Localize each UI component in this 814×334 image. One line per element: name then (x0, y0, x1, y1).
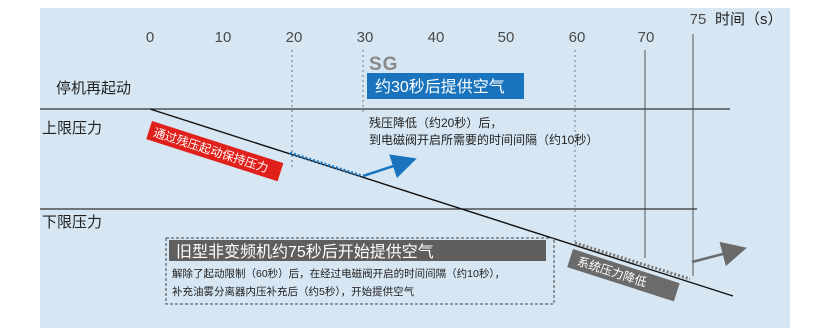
old-supply-arrow (691, 241, 747, 267)
sg-hold-segment (289, 151, 363, 178)
tick-10: 10 (215, 29, 232, 46)
tick-20: 20 (286, 29, 303, 46)
background-panel (40, 8, 790, 328)
tick-40: 40 (428, 29, 445, 46)
lower-pressure-label: 下限压力 (42, 214, 102, 231)
sg-note-line2: 到电磁阀开启所需要的时间间隔（约10秒） (369, 132, 598, 147)
time-unit-label: 时间（s） (715, 11, 783, 28)
tick-75: 75 (690, 11, 707, 28)
old-hold-segment (574, 241, 691, 281)
old-banner-bg (169, 240, 546, 261)
sg-banner-bg (367, 73, 524, 99)
sg-supply-arrow (362, 154, 417, 179)
old-note-line2: 补充油雾分离器内压补充后（约5秒），开始提供空气 (172, 285, 415, 298)
tick-50: 50 (498, 29, 515, 46)
sg-banner: 约30秒后提供空气 (375, 78, 505, 96)
pressure-decline-line (149, 108, 734, 297)
upper-pressure-label: 上限压力 (42, 120, 102, 137)
old-model-box (165, 237, 555, 305)
sg-note-line1: 残压降低（约20秒）后， (369, 115, 502, 130)
tick-70: 70 (638, 29, 655, 46)
tick-30: 30 (357, 29, 374, 46)
old-note-line1: 解除了起动限制（60秒）后，在经过电磁阀开启的时间间隔（约10秒）， (172, 267, 505, 280)
sg-logo: SG (369, 54, 398, 75)
restart-label: 停机再起动 (56, 80, 131, 97)
tick-0: 0 (146, 29, 154, 46)
tick-60: 60 (569, 29, 586, 46)
old-banner: 旧型非变频机约75秒后开始提供空气 (176, 243, 434, 261)
